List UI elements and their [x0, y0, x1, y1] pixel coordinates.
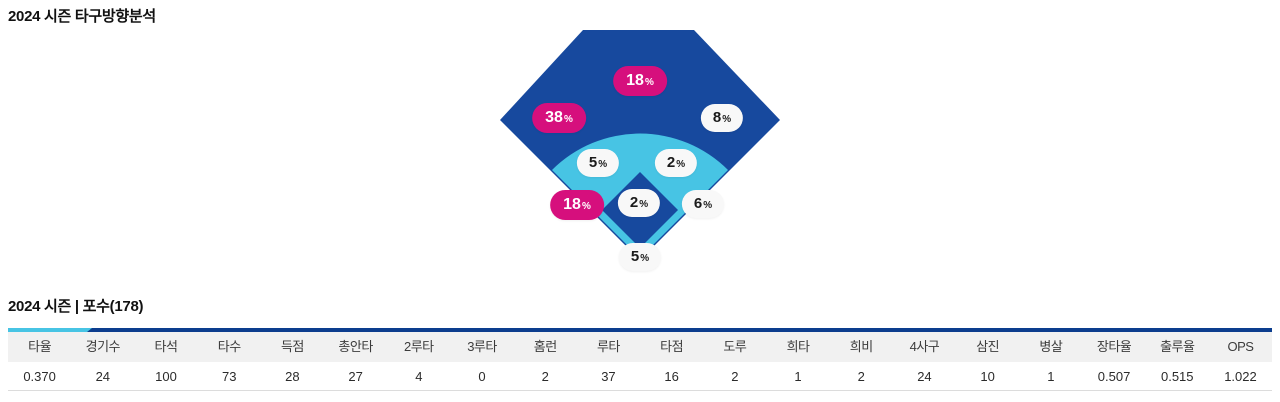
- percent-suffix: %: [676, 159, 686, 170]
- stat-value: 24: [71, 362, 135, 391]
- stat-header: 출루율: [1145, 332, 1209, 362]
- stat-column-ops: OPS 1.022: [1208, 332, 1273, 391]
- zone-value: 5: [588, 154, 598, 171]
- stat-header: 장타율: [1082, 332, 1146, 362]
- stat-value: 100: [134, 362, 198, 391]
- stat-column-on-base: 출루율 0.515: [1145, 332, 1209, 391]
- stat-header: 총안타: [324, 332, 388, 362]
- stat-value: 1: [766, 362, 830, 391]
- stat-value: 4: [387, 362, 451, 391]
- stat-header: OPS: [1208, 332, 1273, 362]
- stat-column-total-bases: 루타 37: [576, 332, 641, 391]
- stat-header: 도루: [703, 332, 767, 362]
- percent-suffix: %: [722, 114, 732, 125]
- section-title: 2024 시즌 | 포수(178): [8, 298, 144, 315]
- zone-value: 8: [712, 109, 722, 126]
- page-title: 2024 시즌 타구방향분석: [8, 8, 156, 25]
- stat-column-games: 경기수 24: [71, 332, 135, 391]
- stat-value: 1: [1019, 362, 1083, 391]
- stat-column-avg: 타율 0.370: [8, 332, 72, 391]
- stat-header: 희타: [766, 332, 830, 362]
- zone-badge-home-plate: 5%: [618, 243, 662, 271]
- stat-value: 16: [640, 362, 704, 391]
- stat-column-runs: 득점 28: [260, 332, 325, 391]
- stat-header: 타석: [134, 332, 198, 362]
- stat-column-walks-hbp: 4사구 24: [892, 332, 957, 391]
- stat-column-plate-appearances: 타석 100: [134, 332, 198, 391]
- stat-value: 2: [513, 362, 577, 391]
- zone-value: 6: [693, 195, 703, 212]
- stat-header: 2루타: [387, 332, 451, 362]
- season-stats-table: 타율 0.370 경기수 24 타석 100 타수 73 득점 28 총안타 2…: [8, 332, 1273, 391]
- stat-header: 타수: [197, 332, 261, 362]
- stat-header: 삼진: [956, 332, 1020, 362]
- percent-suffix: %: [639, 199, 649, 210]
- percent-suffix: %: [640, 253, 650, 264]
- stat-header: 타점: [640, 332, 704, 362]
- stat-value: 2: [829, 362, 893, 391]
- stat-column-triples: 3루타 0: [450, 332, 514, 391]
- zone-badge-first-base: 6%: [681, 190, 725, 218]
- zone-value: 5: [630, 248, 640, 265]
- zone-value: 2: [629, 194, 639, 211]
- stat-column-sac-hits: 희타 1: [766, 332, 830, 391]
- stat-column-home-runs: 홈런 2: [513, 332, 577, 391]
- zone-value: 18: [563, 196, 581, 213]
- table-accent-bar: [8, 328, 1272, 332]
- zone-badge-center-field: 18%: [613, 66, 667, 96]
- percent-suffix: %: [703, 200, 713, 211]
- stat-column-sac-flies: 희비 2: [829, 332, 893, 391]
- stat-column-double-plays: 병살 1: [1019, 332, 1083, 391]
- stat-column-doubles: 2루타 4: [387, 332, 451, 391]
- stat-value: 2: [703, 362, 767, 391]
- stat-header: 홈런: [513, 332, 577, 362]
- zone-badge-left-field: 38%: [532, 103, 586, 133]
- stat-value: 0.515: [1145, 362, 1209, 391]
- percent-suffix: %: [644, 77, 654, 88]
- stat-column-slugging: 장타율 0.507: [1082, 332, 1146, 391]
- table-accent-bar-cyan-segment: [8, 328, 92, 332]
- stat-value: 24: [892, 362, 957, 391]
- stat-header: 타율: [8, 332, 72, 362]
- stat-column-stolen-bases: 도루 2: [703, 332, 767, 391]
- stat-value: 10: [956, 362, 1020, 391]
- percent-suffix: %: [581, 201, 591, 212]
- zone-badge-shortstop: 5%: [576, 149, 620, 177]
- stat-value: 37: [576, 362, 641, 391]
- stat-value: 28: [260, 362, 325, 391]
- zone-badge-second-base: 2%: [654, 149, 698, 177]
- zone-value: 18: [626, 72, 644, 89]
- zone-value: 38: [545, 109, 563, 126]
- zone-badge-third-base: 18%: [550, 190, 604, 220]
- stat-header: 득점: [260, 332, 325, 362]
- zone-badge-pitcher: 2%: [617, 189, 661, 217]
- stat-header: 루타: [576, 332, 641, 362]
- stat-header: 4사구: [892, 332, 957, 362]
- stat-column-rbi: 타점 16: [640, 332, 704, 391]
- zone-badge-right-field: 8%: [700, 104, 744, 132]
- stat-column-total-hits: 총안타 27: [324, 332, 388, 391]
- stat-header: 경기수: [71, 332, 135, 362]
- stat-value: 0: [450, 362, 514, 391]
- zone-value: 2: [666, 154, 676, 171]
- stat-column-at-bats: 타수 73: [197, 332, 261, 391]
- percent-suffix: %: [598, 159, 608, 170]
- spray-chart: 18% 38% 8% 5% 2% 18% 2% 6% 5%: [0, 26, 1280, 294]
- stat-value: 1.022: [1208, 362, 1273, 391]
- percent-suffix: %: [563, 114, 573, 125]
- stat-value: 73: [197, 362, 261, 391]
- stat-header: 병살: [1019, 332, 1083, 362]
- stat-value: 27: [324, 362, 388, 391]
- stat-value: 0.507: [1082, 362, 1146, 391]
- stat-value: 0.370: [8, 362, 72, 391]
- stat-header: 희비: [829, 332, 893, 362]
- stat-column-strikeouts: 삼진 10: [956, 332, 1020, 391]
- stat-header: 3루타: [450, 332, 514, 362]
